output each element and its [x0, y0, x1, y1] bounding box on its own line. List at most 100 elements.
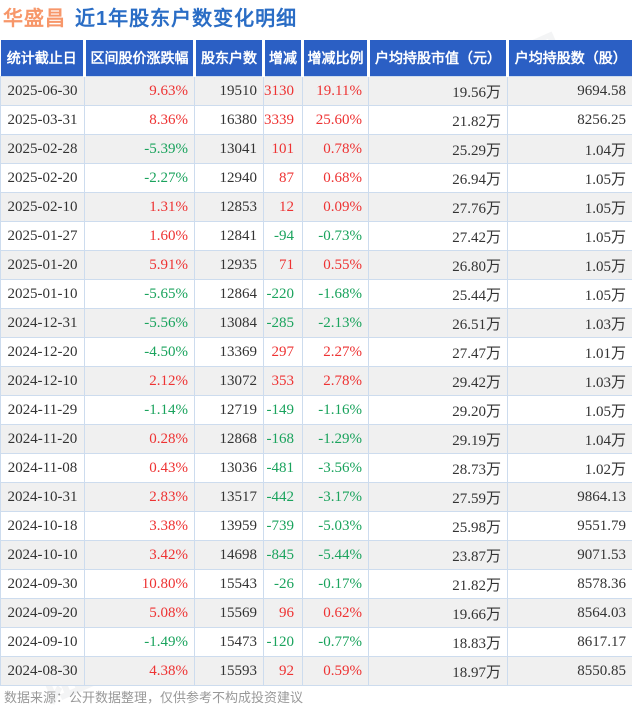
cell-avg-shares: 1.05万	[508, 251, 632, 280]
cell-avg-value: 26.80万	[369, 251, 508, 280]
cell-avg-value: 25.44万	[369, 280, 508, 309]
cell-delta-pct: -5.44%	[303, 541, 369, 570]
cell-date: 2025-01-20	[1, 251, 85, 280]
cell-price-change: -1.49%	[85, 628, 195, 657]
column-header-holders: 股东户数	[195, 40, 264, 77]
page-title-text: 近1年股东户数变化明细	[75, 8, 297, 30]
cell-holders: 12940	[195, 164, 264, 193]
column-header-price-change: 区间股价涨跌幅	[85, 40, 195, 77]
cell-delta: -26	[264, 570, 303, 599]
cell-date: 2024-09-30	[1, 570, 85, 599]
cell-date: 2024-08-30	[1, 657, 85, 686]
cell-delta: -220	[264, 280, 303, 309]
cell-delta-pct: -1.68%	[303, 280, 369, 309]
cell-avg-shares: 1.04万	[508, 135, 632, 164]
cell-delta: 297	[264, 338, 303, 367]
cell-date: 2024-10-18	[1, 512, 85, 541]
cell-date: 2024-10-10	[1, 541, 85, 570]
cell-delta-pct: 19.11%	[303, 77, 369, 106]
cell-delta-pct: 25.60%	[303, 106, 369, 135]
cell-delta: -481	[264, 454, 303, 483]
column-header-delta-pct: 增减比例	[303, 40, 369, 77]
cell-price-change: -4.50%	[85, 338, 195, 367]
cell-delta: -285	[264, 309, 303, 338]
cell-delta: -739	[264, 512, 303, 541]
cell-avg-value: 27.76万	[369, 193, 508, 222]
cell-avg-shares: 9551.79	[508, 512, 632, 541]
cell-price-change: 0.28%	[85, 425, 195, 454]
shareholder-table: 统计截止日区间股价涨跌幅股东户数增减增减比例户均持股市值（元）户均持股数（股） …	[0, 40, 632, 686]
cell-delta-pct: -2.13%	[303, 309, 369, 338]
cell-avg-value: 29.20万	[369, 396, 508, 425]
cell-avg-value: 27.47万	[369, 338, 508, 367]
cell-price-change: 0.43%	[85, 454, 195, 483]
cell-delta: -168	[264, 425, 303, 454]
cell-avg-shares: 8617.17	[508, 628, 632, 657]
cell-delta-pct: -1.29%	[303, 425, 369, 454]
cell-date: 2024-12-31	[1, 309, 85, 338]
cell-avg-value: 27.42万	[369, 222, 508, 251]
cell-avg-value: 19.56万	[369, 77, 508, 106]
cell-price-change: 1.60%	[85, 222, 195, 251]
cell-delta-pct: -1.16%	[303, 396, 369, 425]
cell-avg-shares: 1.05万	[508, 396, 632, 425]
cell-holders: 12853	[195, 193, 264, 222]
cell-delta-pct: 0.68%	[303, 164, 369, 193]
cell-holders: 12868	[195, 425, 264, 454]
column-header-delta: 增减	[264, 40, 303, 77]
cell-avg-shares: 1.02万	[508, 454, 632, 483]
cell-avg-value: 26.94万	[369, 164, 508, 193]
cell-holders: 12841	[195, 222, 264, 251]
cell-date: 2024-11-20	[1, 425, 85, 454]
cell-holders: 13072	[195, 367, 264, 396]
cell-delta-pct: 0.59%	[303, 657, 369, 686]
cell-price-change: -2.27%	[85, 164, 195, 193]
cell-price-change: -1.14%	[85, 396, 195, 425]
cell-avg-value: 27.59万	[369, 483, 508, 512]
cell-holders: 19510	[195, 77, 264, 106]
cell-delta-pct: 0.09%	[303, 193, 369, 222]
cell-delta: -120	[264, 628, 303, 657]
cell-delta-pct: 0.78%	[303, 135, 369, 164]
cell-date: 2024-11-08	[1, 454, 85, 483]
cell-holders: 12864	[195, 280, 264, 309]
column-header-avg-shares: 户均持股数（股）	[508, 40, 632, 77]
cell-avg-shares: 8564.03	[508, 599, 632, 628]
cell-price-change: 10.80%	[85, 570, 195, 599]
cell-avg-shares: 1.01万	[508, 338, 632, 367]
table-header: 统计截止日区间股价涨跌幅股东户数增减增减比例户均持股市值（元）户均持股数（股）	[1, 40, 632, 77]
cell-avg-shares: 1.05万	[508, 280, 632, 309]
cell-avg-value: 28.73万	[369, 454, 508, 483]
cell-avg-value: 29.19万	[369, 425, 508, 454]
cell-price-change: -5.39%	[85, 135, 195, 164]
cell-avg-shares: 9071.53	[508, 541, 632, 570]
cell-avg-shares: 1.05万	[508, 193, 632, 222]
cell-delta-pct: -5.03%	[303, 512, 369, 541]
cell-delta: 92	[264, 657, 303, 686]
cell-price-change: 9.63%	[85, 77, 195, 106]
cell-holders: 13036	[195, 454, 264, 483]
cell-avg-value: 18.83万	[369, 628, 508, 657]
cell-avg-shares: 8578.36	[508, 570, 632, 599]
cell-date: 2025-06-30	[1, 77, 85, 106]
cell-holders: 12935	[195, 251, 264, 280]
cell-avg-shares: 1.05万	[508, 222, 632, 251]
cell-avg-shares: 8550.85	[508, 657, 632, 686]
cell-holders: 15569	[195, 599, 264, 628]
data-source-note: 数据来源：公开数据整理，仅供参考不构成投资建议	[4, 687, 303, 706]
table-header-row: 统计截止日区间股价涨跌幅股东户数增减增减比例户均持股市值（元）户均持股数（股）	[1, 40, 632, 77]
cell-avg-shares: 1.03万	[508, 309, 632, 338]
cell-delta: 353	[264, 367, 303, 396]
